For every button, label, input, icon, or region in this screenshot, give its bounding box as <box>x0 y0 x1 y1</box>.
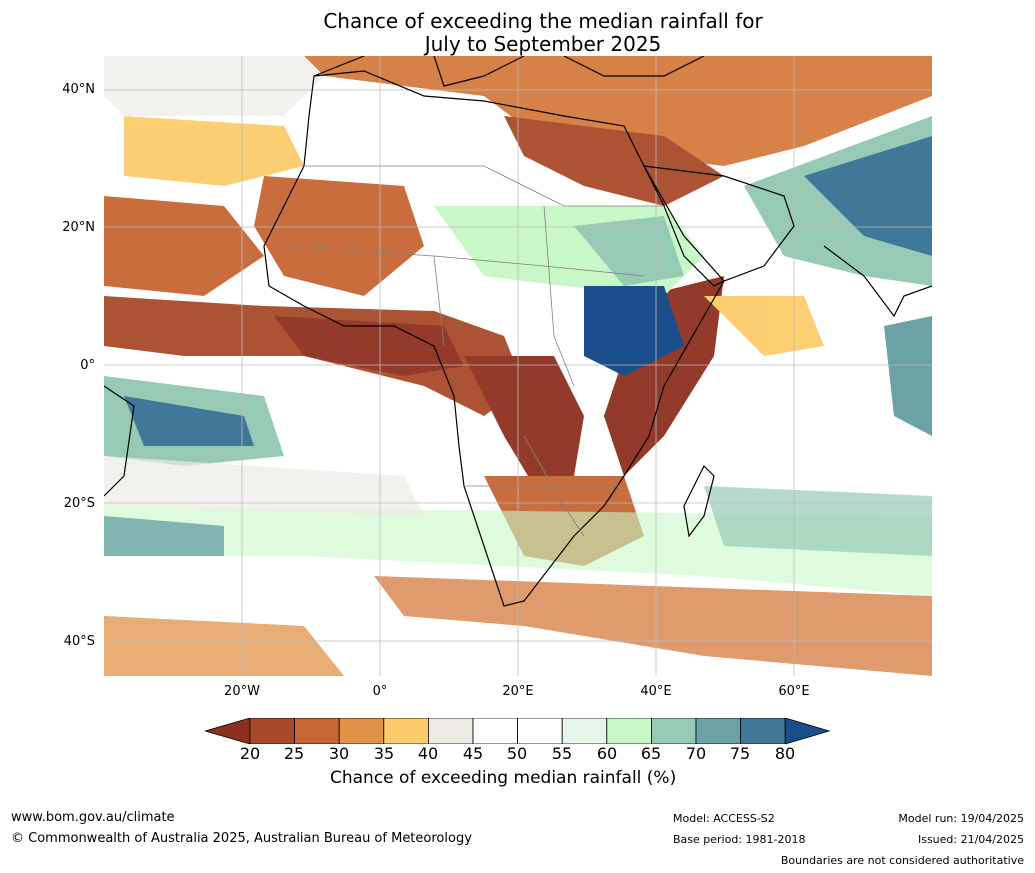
colorbar-extend-high <box>784 718 831 744</box>
colorbar-tick: 25 <box>283 744 305 763</box>
graticule <box>104 56 932 676</box>
lat-label-40n: 40°N <box>62 82 95 97</box>
africa-coast <box>263 70 726 607</box>
arabia-coast <box>642 165 795 282</box>
lat-label-40s: 40°S <box>63 634 95 649</box>
lat-label-0: 0° <box>80 358 95 373</box>
colorbar-cell <box>249 718 295 744</box>
neutral-regions <box>104 56 424 516</box>
south-america-coast <box>104 385 135 497</box>
lon-label-60e: 60°E <box>778 684 810 699</box>
model-run-date: Model run: 19/04/2025 <box>898 812 1024 825</box>
boundaries-disclaimer: Boundaries are not considered authoritat… <box>780 854 1024 867</box>
colorbar-tick: 60 <box>596 744 618 763</box>
model-name: Model: ACCESS-S2 <box>673 812 775 825</box>
colorbar-tick: 80 <box>774 744 796 763</box>
colorbar-cell <box>561 718 608 744</box>
madagascar-coast <box>683 464 715 538</box>
colorbar-tick: 50 <box>506 744 528 763</box>
colorbar-tick: 20 <box>239 744 261 763</box>
title-line-2: July to September 2025 <box>424 32 662 56</box>
colorbar-tick: 75 <box>729 744 751 763</box>
colorbar-label: Chance of exceeding median rainfall (%) <box>330 768 677 788</box>
colorbar-cell <box>338 718 385 744</box>
colorbar-cell <box>695 718 741 744</box>
lon-label-20w: 20°W <box>224 684 260 699</box>
title-line-1: Chance of exceeding the median rainfall … <box>323 9 763 33</box>
colorbar-cell <box>383 718 429 744</box>
copyright-text: © Commonwealth of Australia 2025, Austra… <box>11 831 472 846</box>
lon-label-0: 0° <box>372 684 388 699</box>
colorbar-tick: 55 <box>551 744 573 763</box>
lat-label-20s: 20°S <box>63 496 95 511</box>
colorbar-cell <box>472 718 518 744</box>
colorbar-tick: 45 <box>462 744 484 763</box>
colorbar-cell <box>740 718 786 744</box>
colorbar-cell <box>427 718 474 744</box>
lat-label-20n: 20°N <box>62 220 95 235</box>
colorbar-tick: 35 <box>373 744 395 763</box>
map-canvas <box>104 56 932 676</box>
colorbar-tick: 40 <box>417 744 439 763</box>
lon-label-40e: 40°E <box>640 684 672 699</box>
issued-date: Issued: 21/04/2025 <box>917 833 1024 846</box>
map-title: Chance of exceeding the median rainfall … <box>0 10 1035 56</box>
colorbar-extend-low <box>205 718 251 744</box>
website-link[interactable]: www.bom.gov.au/climate <box>11 810 175 825</box>
colorbar-cell <box>606 718 652 744</box>
colorbar-cell <box>517 718 563 744</box>
colorbar-cell <box>294 718 340 744</box>
colorbar-cell <box>650 718 697 744</box>
colorbar <box>205 718 831 744</box>
europe-coast <box>313 56 705 87</box>
rainfall-map <box>104 56 932 676</box>
country-borders <box>283 165 664 537</box>
base-period: Base period: 1981-2018 <box>673 833 806 846</box>
colorbar-tick: 30 <box>328 744 350 763</box>
colorbar-tick: 70 <box>685 744 707 763</box>
india-coast <box>823 245 932 318</box>
coastlines <box>104 56 932 607</box>
colorbar-tick: 65 <box>640 744 662 763</box>
lon-label-20e: 20°E <box>502 684 534 699</box>
